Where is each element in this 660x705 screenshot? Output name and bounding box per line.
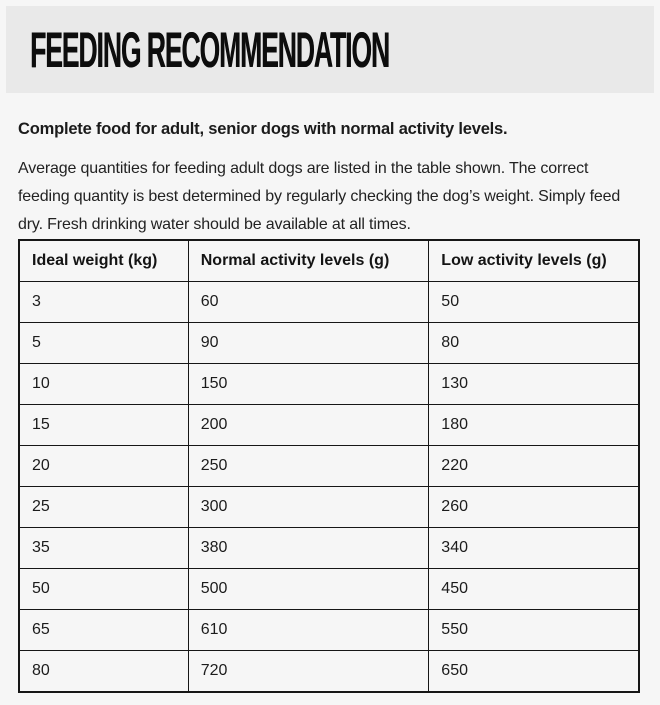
table-cell: 200 [187, 404, 430, 446]
column-header-normal-activity: Normal activity levels (g) [187, 239, 430, 282]
intro-lead-text: Complete food for adult, senior dogs wit… [18, 120, 508, 138]
intro-paragraph: Average quantities for feeding adult dog… [18, 160, 621, 233]
table-row: 65 610 550 [18, 609, 640, 651]
table-cell: 380 [187, 527, 430, 569]
table-row: 50 500 450 [18, 568, 640, 610]
table-cell: 260 [428, 486, 640, 528]
table-cell: 300 [187, 486, 430, 528]
table-cell: 25 [18, 486, 189, 528]
table-cell: 650 [428, 650, 640, 693]
table-cell: 5 [18, 322, 189, 364]
table-cell: 50 [18, 568, 189, 610]
table-row: 20 250 220 [18, 445, 640, 487]
content-area: Complete food for adult, senior dogs wit… [18, 117, 640, 693]
table-cell: 150 [187, 363, 430, 405]
table-cell: 220 [428, 445, 640, 487]
table-row: 5 90 80 [18, 322, 640, 364]
table-cell: 60 [187, 281, 430, 323]
table-row: 15 200 180 [18, 404, 640, 446]
feeding-table-body: 3 60 50 5 90 80 10 150 130 15 200 180 20 250 220 25 300 2… [18, 281, 640, 693]
table-cell: 180 [428, 404, 640, 446]
table-row: 3 60 50 [18, 281, 640, 323]
table-cell: 450 [428, 568, 640, 610]
table-cell: 35 [18, 527, 189, 569]
table-cell: 250 [187, 445, 430, 487]
table-cell: 3 [18, 281, 189, 323]
table-row: 25 300 260 [18, 486, 640, 528]
table-cell: 80 [18, 650, 189, 693]
table-cell: 65 [18, 609, 189, 651]
table-row: 80 720 650 [18, 650, 640, 693]
table-cell: 15 [18, 404, 189, 446]
table-cell: 550 [428, 609, 640, 651]
table-cell: 720 [187, 650, 430, 693]
table-cell: 130 [428, 363, 640, 405]
table-cell: 10 [18, 363, 189, 405]
table-cell: 90 [187, 322, 430, 364]
table-cell: 20 [18, 445, 189, 487]
table-row: 35 380 340 [18, 527, 640, 569]
table-header-row: Ideal weight (kg) Normal activity levels… [18, 239, 640, 282]
table-cell: 80 [428, 322, 640, 364]
table-cell: 500 [187, 568, 430, 610]
page-title: FEEDING RECOMMENDATION [30, 21, 390, 78]
feeding-table: Ideal weight (kg) Normal activity levels… [18, 239, 640, 693]
feeding-table-header: Ideal weight (kg) Normal activity levels… [18, 239, 640, 282]
header-band: FEEDING RECOMMENDATION [6, 6, 654, 93]
table-cell: 50 [428, 281, 640, 323]
table-cell: 610 [187, 609, 430, 651]
column-header-ideal-weight: Ideal weight (kg) [18, 239, 189, 282]
table-cell: 340 [428, 527, 640, 569]
column-header-low-activity: Low activity levels (g) [428, 239, 640, 282]
table-row: 10 150 130 [18, 363, 640, 405]
